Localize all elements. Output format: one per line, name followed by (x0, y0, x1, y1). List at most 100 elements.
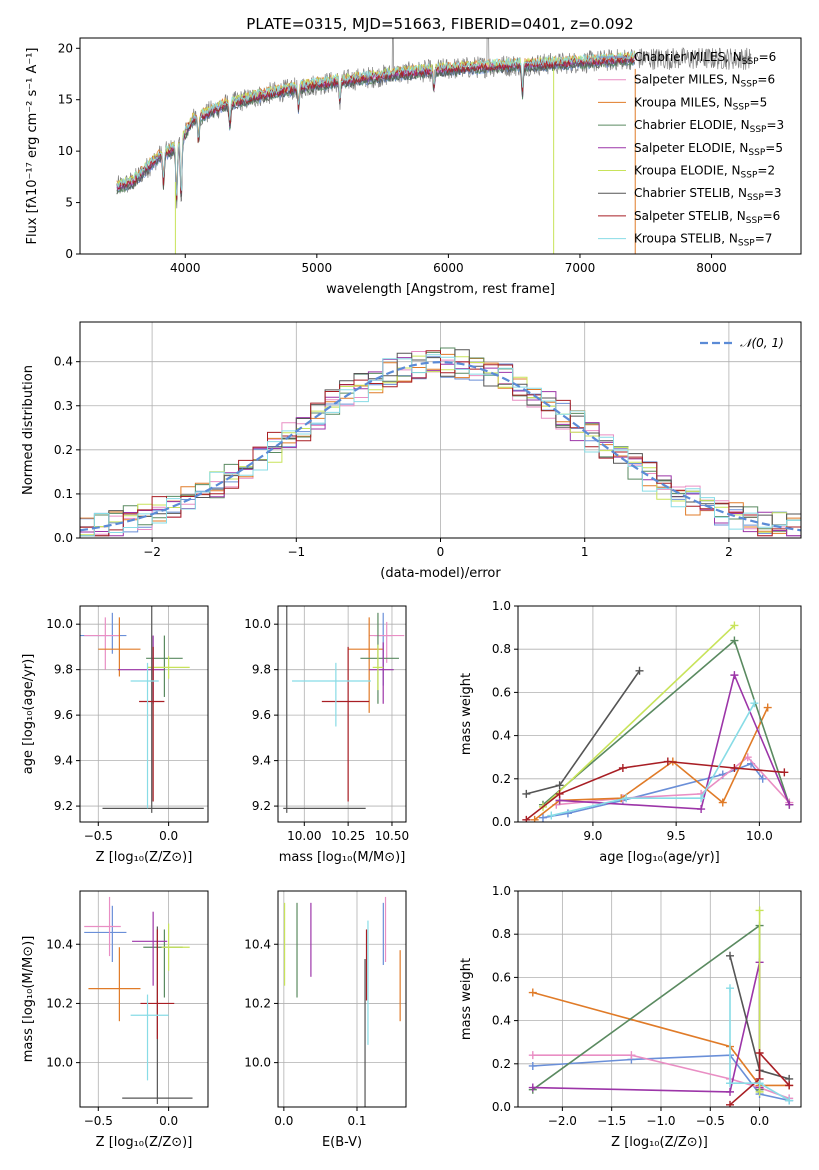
age-vs-Z-y-axis-label: age [log₁₀(age/yr)] (21, 654, 36, 775)
weight-point (547, 811, 556, 820)
residuals-y-axis-label: Normed distribution (21, 365, 36, 495)
age-vs-mass-x-tick-label: 10.00 (287, 829, 321, 843)
weight-series-line (542, 639, 791, 806)
legend-value: =6 (759, 50, 777, 64)
mass-vs-ebv-frame (277, 890, 407, 1108)
weight-point (785, 1096, 794, 1105)
legend-subscript: SSP (742, 57, 759, 67)
legend-subscript: SSP (733, 102, 750, 112)
weight-series-line (525, 760, 785, 821)
residuals-y-tick-label: 0.0 (54, 531, 73, 545)
weight-series-line (542, 762, 764, 819)
weight-point (528, 1083, 537, 1092)
age-vs-mass-plot (283, 606, 405, 813)
weight-point (663, 757, 672, 766)
legend-value: =5 (750, 95, 768, 109)
legend-subscript: SSP (741, 171, 758, 181)
weight-point (755, 906, 764, 915)
mass-vs-Z-axes: −0.5 0.0 10.0 10.2 10.4 Z [log₁₀(Z/Z⊙)] mass [… (21, 891, 208, 1150)
weight-vs-Z-plot (528, 906, 794, 1107)
weight-point (530, 815, 539, 822)
spectrum-plot (116, 38, 752, 254)
legend-entry: Chabrier STELIB, NSSP=3 (634, 186, 782, 203)
legend-value: =2 (757, 164, 775, 178)
weight-series-line (542, 624, 735, 808)
weight-vs-Z-y-axis-label: mass weight (459, 958, 474, 1040)
mass-vs-ebv-axes: 0.0 0.1 10.0 10.2 10.4 E(B-V) (244, 891, 406, 1150)
weight-series-line (559, 672, 791, 810)
legend-subscript: SSP (750, 125, 767, 135)
weight-point (780, 768, 789, 777)
residuals-axes: −2 −1 0 1 2 0.0 0.1 0.2 0.3 0.4 (data-model)/error… (21, 322, 801, 581)
age-vs-Z-y-tick-label: 9.6 (54, 708, 73, 722)
age-vs-mass-y-tick-label: 9.4 (252, 754, 271, 768)
age-vs-mass-x-tick-label: 10.25 (331, 829, 365, 843)
weight-series-line (532, 962, 761, 1093)
legend-subscript: SSP (748, 148, 765, 158)
age-vs-mass-y-tick-label: 9.2 (252, 799, 271, 813)
weight-vs-age-y-tick-label: 0.8 (492, 642, 511, 656)
age-vs-mass-y-tick-label: 9.6 (252, 708, 271, 722)
spectrum-legend: Chabrier MILES, NSSP=6 Salpeter MILES, NS… (598, 50, 784, 249)
mass-vs-ebv-y-tick-label: 10.2 (244, 996, 271, 1010)
residuals-y-tick-label: 0.3 (54, 399, 73, 413)
weight-series-line (534, 707, 769, 821)
spectrum-y-tick-label: 20 (58, 41, 73, 55)
weight-vs-age-y-tick-label: 0.4 (492, 729, 511, 743)
age-vs-mass-y-tick-label: 9.8 (252, 663, 271, 677)
mass-vs-Z-x-axis-label: Z [log₁₀(Z/Z⊙)] (96, 1135, 193, 1150)
weight-point (785, 1081, 794, 1090)
spectrum-y-tick-label: 0 (65, 247, 73, 261)
legend-entry: Kroupa MILES, NSSP=5 (634, 95, 767, 112)
spectrum-y-tick-label: 10 (58, 144, 73, 158)
weight-point (555, 789, 564, 798)
weight-point (718, 798, 727, 807)
mass-vs-Z-frame (79, 890, 209, 1108)
legend-entry: Salpeter MILES, NSSP=6 (634, 73, 775, 90)
weight-vs-age-plot (522, 621, 794, 822)
age-vs-mass-x-tick-label: 10.50 (375, 829, 409, 843)
weight-point (750, 699, 759, 708)
weight-vs-Z-y-tick-label: 0.2 (492, 1057, 511, 1071)
weight-point (635, 666, 644, 675)
weight-series-line (532, 924, 761, 1091)
legend-value: =3 (764, 186, 782, 200)
residuals-plot (80, 347, 801, 537)
weight-point (618, 764, 627, 772)
age-vs-mass-y-tick-label: 10.0 (244, 617, 271, 631)
mass-vs-Z-x-tick-label: 0.0 (159, 1114, 178, 1128)
weight-vs-Z-y-tick-label: 1.0 (492, 884, 511, 898)
spectrum-frame (79, 37, 802, 255)
weight-point (763, 703, 772, 712)
legend-subscript: SSP (738, 239, 755, 249)
legend-subscript: SSP (747, 193, 764, 203)
weight-vs-Z-x-tick-label: −1.5 (597, 1114, 626, 1128)
model-spectrum-kroupa-stelib (116, 51, 636, 196)
age-vs-Z-plot (80, 606, 204, 813)
mass-vs-Z-y-axis-label: mass [log₁₀(M/M⊙)] (21, 936, 36, 1063)
weight-point (726, 984, 735, 993)
weight-vs-age-y-tick-label: 0.0 (492, 815, 511, 829)
weight-point (730, 621, 739, 630)
mass-vs-Z-y-tick-label: 10.0 (46, 1056, 73, 1070)
age-vs-Z-y-tick-label: 9.8 (54, 663, 73, 677)
age-vs-Z-x-tick-label: −0.5 (84, 829, 113, 843)
legend-value: =6 (763, 209, 781, 223)
age-vs-Z-y-tick-label: 10.0 (46, 617, 73, 631)
legend-entry: Salpeter STELIB, NSSP=6 (634, 209, 780, 226)
spectrum-y-tick-label: 15 (58, 93, 73, 107)
legend-subscript: SSP (746, 216, 763, 226)
spectrum-x-tick-label: 8000 (696, 261, 727, 275)
spectrum-x-tick-label: 5000 (302, 261, 333, 275)
residuals-y-tick-label: 0.4 (54, 355, 73, 369)
legend-entry: Kroupa STELIB, NSSP=7 (634, 232, 772, 249)
legend-value: =5 (765, 141, 783, 155)
weight-vs-Z-y-tick-label: 0.6 (492, 970, 511, 984)
weight-point (528, 988, 537, 997)
residual-histogram (80, 354, 801, 537)
mass-vs-ebv-x-tick-label: 0.1 (347, 1114, 366, 1128)
legend-entry: 𝒩(0, 1) (740, 336, 784, 350)
mass-vs-Z-plot (84, 896, 193, 1105)
weight-vs-Z-x-axis-label: Z [log₁₀(Z/Z⊙)] (611, 1135, 708, 1150)
weight-point (755, 1049, 764, 1057)
